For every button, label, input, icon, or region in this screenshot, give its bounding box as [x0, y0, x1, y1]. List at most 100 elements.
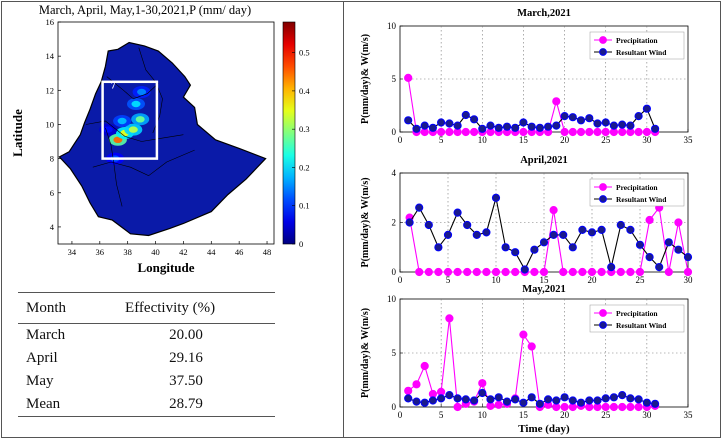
chart-title: March,2021 — [517, 8, 571, 19]
wind-point — [501, 243, 510, 252]
chart-xtick-label: 5 — [446, 275, 451, 285]
wind-point — [420, 398, 429, 407]
wind-point — [453, 121, 462, 130]
colorbar-tick-label: 0.2 — [299, 162, 310, 172]
wind-point — [576, 398, 586, 407]
precip-point — [601, 127, 610, 137]
precip-point — [618, 402, 627, 412]
precip-point — [445, 127, 454, 137]
map-xtick-label: 36 — [96, 247, 105, 257]
country-fill — [59, 42, 266, 236]
wind-point — [597, 225, 606, 234]
table-cell-month: March — [26, 327, 66, 343]
wind-point — [420, 121, 429, 130]
precip-point — [527, 342, 536, 351]
wind-point — [415, 203, 424, 212]
hotspot-core — [135, 116, 145, 123]
hotspot-core — [137, 88, 147, 96]
wind-point — [560, 393, 569, 402]
chart-xtick-label: 35 — [684, 410, 694, 420]
table-row: Mean 28.79 — [18, 393, 275, 417]
chart-ytick-label: 4 — [392, 168, 397, 178]
hotspot-core — [131, 100, 141, 108]
precip-point — [634, 127, 643, 137]
chart-xtick-label: 5 — [439, 135, 444, 145]
chart-xtick-label: 35 — [684, 135, 694, 145]
wind-point — [486, 395, 495, 404]
chart-ytick-label: 0 — [392, 127, 397, 137]
chart-xtick-label: 15 — [519, 135, 529, 145]
chart-xtick-label: 0 — [398, 135, 403, 145]
map-xtick-label: 34 — [68, 247, 77, 257]
chart-xtick-label: 15 — [540, 275, 550, 285]
precip-point — [635, 267, 645, 277]
wind-point — [424, 220, 433, 230]
chart-title: May,2021 — [522, 284, 565, 295]
chart-2: April,2021 0 5 10 15 20 25 30 0 2 4 P(mm/day)& W(m/… — [360, 155, 693, 285]
precip-point — [674, 218, 683, 227]
chart-xtick-label: 10 — [478, 410, 488, 420]
wind-point — [601, 394, 610, 403]
chart-xtick-label: 20 — [560, 410, 570, 420]
wind-point — [560, 112, 569, 121]
wind-point — [618, 391, 627, 400]
precip-point — [437, 127, 446, 137]
wind-point — [445, 391, 454, 400]
effectivity-table: Month Effectivity (%) March 20.00 April … — [18, 292, 275, 417]
map-ylabel: Latitude — [10, 109, 25, 157]
wind-point — [664, 238, 673, 247]
chart-xtick-label: 25 — [601, 135, 611, 145]
precip-point — [576, 127, 586, 137]
table-cell-month: April — [26, 350, 58, 366]
chart-ytick-label: 0 — [392, 402, 397, 412]
chart-legend: Precipitation Resultant Wind — [589, 178, 685, 207]
legend-precipitation: Precipitation — [616, 309, 658, 318]
colorbar-gradient — [282, 21, 296, 245]
precip-point — [420, 361, 429, 371]
precip-point — [404, 73, 413, 83]
table-row: May 37.50 — [18, 370, 275, 393]
region-border — [106, 76, 159, 100]
chart-ytick-label: 2 — [392, 218, 397, 228]
wind-point — [470, 115, 479, 124]
map-ytick-label: 16 — [46, 17, 55, 27]
table-header-effectivity: Effectivity (%) — [97, 292, 275, 324]
chart-3: May,2021 0 5 10 15 20 25 30 35 0 5 10 P(mm/day)& W(m… — [360, 284, 693, 435]
wind-point — [674, 245, 683, 254]
wind-point — [544, 122, 553, 131]
precip-point — [618, 127, 627, 137]
precip-point — [626, 402, 635, 412]
region-border — [105, 127, 123, 207]
wind-point — [645, 253, 654, 262]
map-title: March, April, May,1-30,2021,P (mm/ day) — [39, 3, 251, 17]
precip-point — [494, 400, 503, 409]
chart-ytick-label: 10 — [387, 21, 397, 31]
wind-point — [519, 398, 528, 407]
map-xtick-label: 46 — [235, 247, 244, 257]
precip-point — [511, 267, 520, 277]
precip-point — [601, 402, 610, 412]
legend-precipitation: Precipitation — [616, 36, 658, 45]
colorbar-tick-label: 0.5 — [299, 48, 310, 58]
chart-xtick-label: 30 — [642, 135, 652, 145]
map-xlabel: Longitude — [137, 260, 194, 275]
map-ytick-label: 4 — [50, 222, 55, 232]
wind-point — [552, 121, 561, 130]
chart-xtick-label: 0 — [398, 275, 403, 285]
chart-xtick-label: 20 — [588, 275, 598, 285]
wind-point — [412, 397, 421, 406]
precip-point — [597, 267, 606, 277]
wind-point — [412, 124, 421, 133]
wind-point — [511, 123, 520, 132]
legend-marker — [599, 309, 607, 317]
wind-point — [511, 395, 520, 404]
wind-point — [511, 248, 520, 257]
wind-point — [470, 396, 479, 405]
wind-point — [655, 263, 664, 272]
map-ytick-label: 6 — [50, 188, 54, 198]
region-border — [138, 47, 163, 134]
chart-1: March,2021 0 5 10 15 20 25 30 35 0 5 10 P(mm/day)& W… — [360, 8, 693, 145]
legend-marker — [599, 183, 607, 191]
legend-marker — [599, 48, 607, 56]
